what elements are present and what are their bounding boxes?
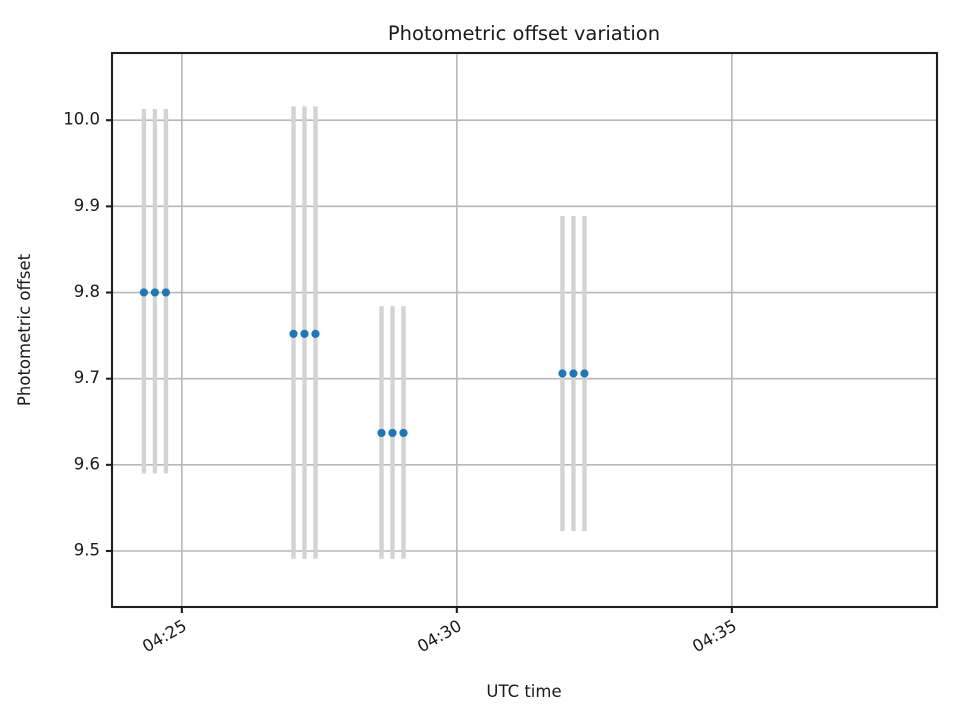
data-point (399, 428, 408, 438)
plot-area-background (112, 53, 937, 607)
x-tick-label: 04:30 (414, 616, 465, 656)
axes-spines (110, 51, 939, 609)
data-point (150, 288, 159, 297)
y-tick-label: 9.5 (74, 540, 100, 559)
y-gridlines (112, 119, 937, 552)
data-point (139, 288, 148, 297)
x-tick-label: 04:35 (689, 616, 740, 656)
data-point (558, 369, 567, 378)
y-axis-label: Photometric offset (15, 253, 34, 406)
y-tick-label: 9.7 (74, 368, 100, 387)
y-tick-label: 9.8 (74, 282, 100, 301)
y-tick-marks (106, 119, 112, 553)
y-tick-label: 10.0 (63, 110, 100, 129)
chart-title: Photometric offset variation (388, 22, 660, 45)
data-point (289, 329, 298, 338)
x-gridlines (181, 53, 733, 607)
x-tick-label: 04:25 (139, 616, 190, 656)
x-tick-marks (180, 607, 733, 613)
data-point (311, 329, 320, 338)
x-axis-label: UTC time (486, 682, 561, 701)
data-point (580, 369, 589, 378)
data-markers-group (139, 288, 589, 438)
y-tick-label: 9.6 (74, 454, 100, 473)
y-tick-label: 9.9 (74, 196, 100, 215)
data-point (161, 288, 170, 297)
data-point (300, 329, 309, 338)
data-point (388, 428, 397, 438)
data-point (569, 369, 578, 378)
data-point (377, 428, 386, 438)
y-tick-labels: 10.0 9.9 9.8 9.7 9.6 9.5 (63, 110, 100, 560)
